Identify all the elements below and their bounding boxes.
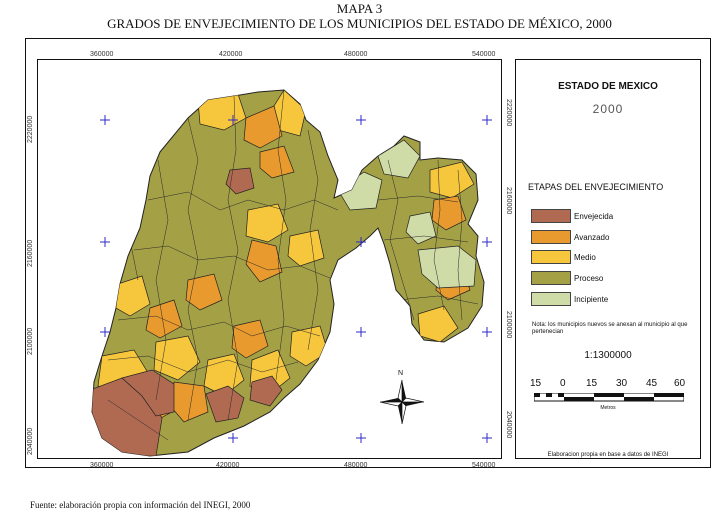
scale-unit: Metros <box>600 405 616 411</box>
x-tick-bottom-2: 420000 <box>216 462 240 469</box>
region-medio-c2 <box>287 229 325 267</box>
legend-panel: ESTADO DE MEXICO 2000 ETAPAS DEL ENVEJEC… <box>515 59 701 459</box>
y-tick-right-3: 2100000 <box>505 311 512 339</box>
north-arrow-icon <box>379 379 425 425</box>
scale-label: 45 <box>646 378 658 389</box>
region-avanzado-w <box>145 299 183 339</box>
legend-item-avanzado: Avanzado <box>531 230 609 244</box>
legend-item-medio: Medio <box>531 250 596 264</box>
map-title: GRADOS DE ENVEJECIMIENTO DE LOS MUNICIPI… <box>107 16 612 31</box>
region-avanzado-n2 <box>259 145 295 179</box>
y-tick-left-4: 2040000 <box>27 427 34 455</box>
source-note: Fuente: elaboración propia con informaci… <box>30 500 251 510</box>
scale-bar <box>534 393 684 402</box>
legend-swatch-envejecida <box>531 209 571 223</box>
legend-swatch-incipiente <box>531 292 571 306</box>
region-incipiente-east <box>417 245 477 289</box>
grid-crosses <box>100 115 492 443</box>
region-medio-east1 <box>429 161 475 199</box>
legend-swatch-medio <box>531 250 571 264</box>
region-avanzado-s3 <box>231 319 269 359</box>
scale-ratio: 1:1300000 <box>584 350 632 361</box>
y-tick-right-2: 2160000 <box>505 187 512 215</box>
scale-label: 0 <box>560 378 566 389</box>
legend-title: ESTADO DE MEXICO <box>558 81 658 92</box>
region-envejecida-se2 <box>249 375 283 407</box>
scale-label: 60 <box>674 378 686 389</box>
region-medio-center <box>245 203 289 243</box>
legend-year: 2000 <box>592 102 624 116</box>
region-envejecida-north <box>225 167 255 195</box>
x-tick-top-2: 420000 <box>219 51 243 58</box>
scale-label: 15 <box>530 378 542 389</box>
scale-label: 15 <box>586 378 598 389</box>
legend-credit: Elaboracion propia en base a datos de IN… <box>547 452 669 458</box>
region-avanzado-center <box>245 239 283 283</box>
legend-swatch-proceso <box>531 271 571 285</box>
legend-swatch-avanzado <box>531 230 571 244</box>
map-number: MAPA 3 <box>336 1 383 16</box>
state-map <box>91 89 492 457</box>
x-tick-bottom-1: 360000 <box>90 462 114 469</box>
scale-label: 30 <box>616 378 628 389</box>
y-tick-right-4: 2040000 <box>505 411 512 439</box>
y-tick-left-2: 2160000 <box>27 239 34 267</box>
x-tick-top-3: 480000 <box>344 51 368 58</box>
region-medio-east2 <box>417 305 459 343</box>
legend-heading: ETAPAS DEL ENVEJECIMIENTO <box>528 182 664 192</box>
legend-item-incipiente: Incipiente <box>531 292 608 306</box>
region-avanzado-n1 <box>243 105 283 149</box>
x-tick-top-4: 540000 <box>472 51 496 58</box>
x-tick-bottom-4: 540000 <box>472 462 496 469</box>
legend-note: Nota: los municipios nuevos se anexan al… <box>532 322 688 335</box>
region-incipiente-ne2 <box>377 139 421 179</box>
region-envejecida-se <box>205 385 245 423</box>
region-medio-s1 <box>153 335 201 381</box>
region-medio-s4 <box>289 325 329 367</box>
north-label: N <box>398 370 404 377</box>
x-tick-top-1: 360000 <box>90 51 114 58</box>
y-tick-left-1: 2220000 <box>27 115 34 143</box>
municipal-boundaries <box>107 90 479 441</box>
y-tick-right-1: 2220000 <box>505 99 512 127</box>
region-incipiente-e2 <box>405 211 437 245</box>
legend-item-envejecida: Envejecida <box>531 209 613 223</box>
map-frame: 360000 420000 480000 540000 360000 42000… <box>25 38 711 469</box>
legend-item-proceso: Proceso <box>531 271 603 285</box>
x-tick-bottom-3: 480000 <box>344 462 368 469</box>
region-avanzado-east <box>431 195 467 231</box>
y-tick-left-3: 2100000 <box>27 327 34 355</box>
region-incipiente-ne <box>337 171 383 211</box>
region-avanzado-c2 <box>185 273 223 311</box>
region-envejecida-south2 <box>121 369 175 417</box>
map-area: N <box>37 59 502 459</box>
